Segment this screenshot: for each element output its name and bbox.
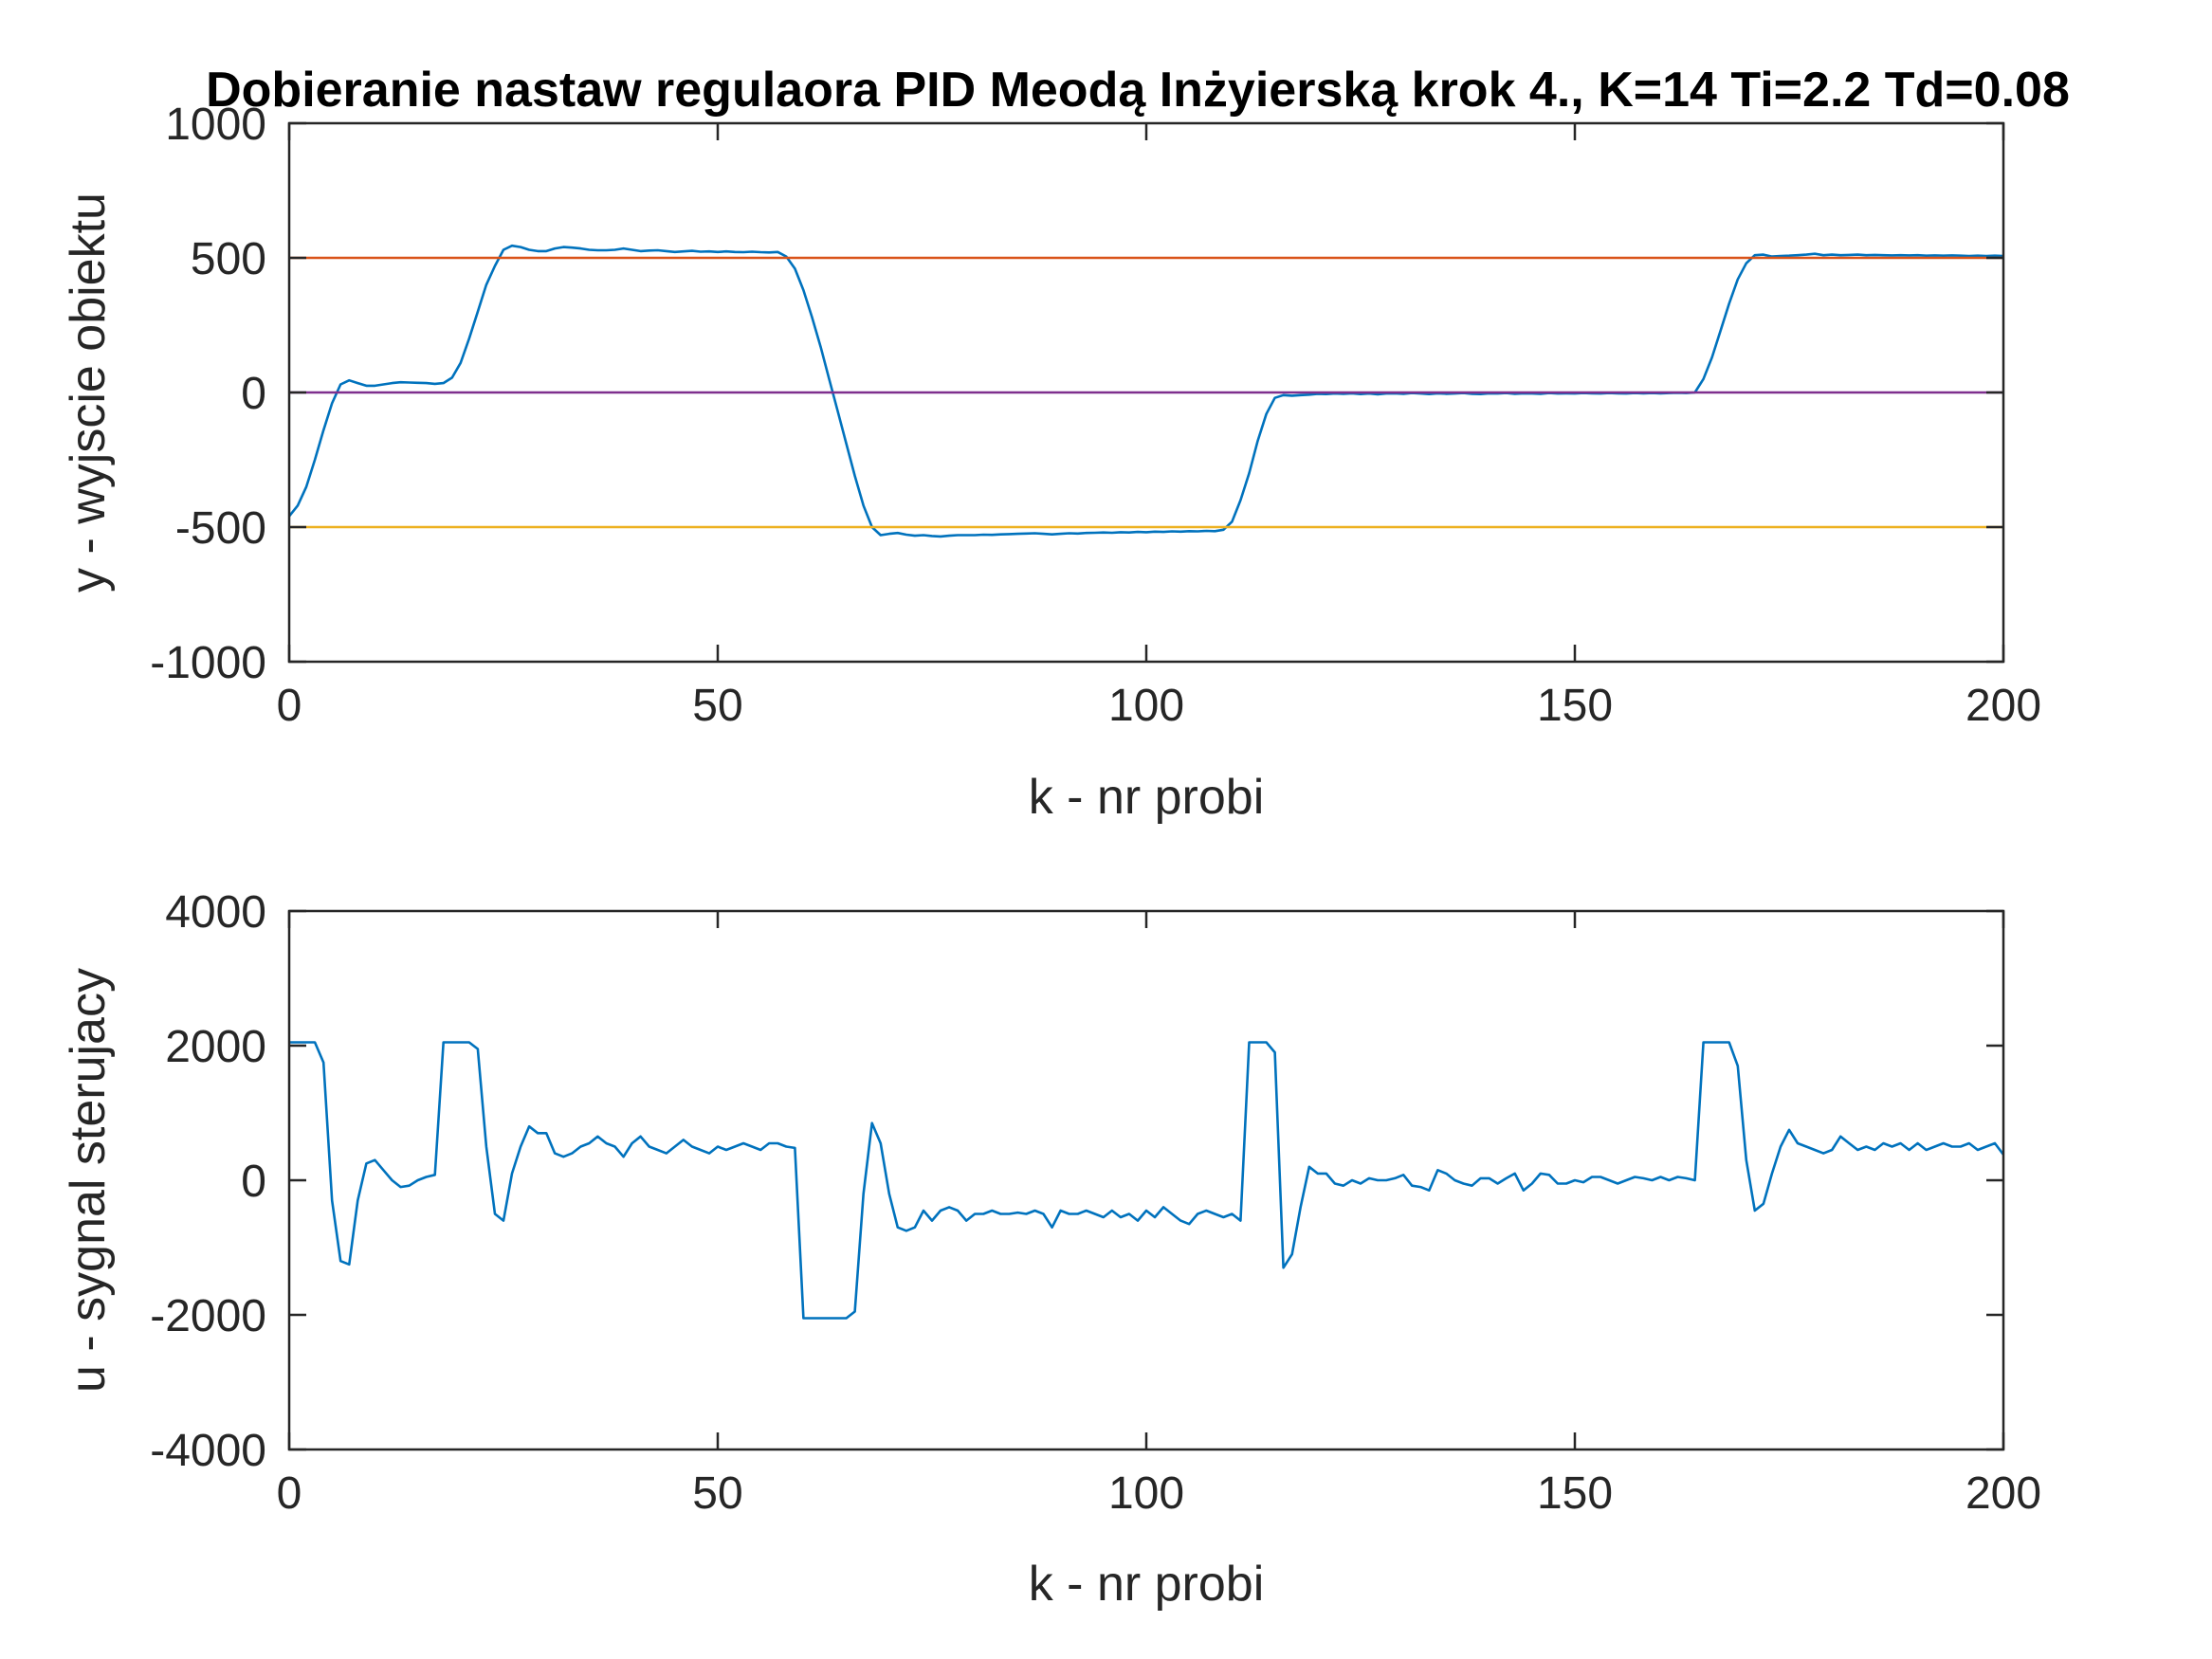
top-y-tick-label: 1000: [165, 100, 266, 150]
bottom-x-tick-label: 0: [277, 1468, 302, 1519]
bottom-x-tick-label: 200: [1965, 1468, 2041, 1519]
bottom-x-tick-label: 100: [1108, 1468, 1184, 1519]
top-ticks-layer: 0 50 100 150 200 -1000 -500 0 500 1000: [150, 100, 2041, 731]
bottom-x-tick-label: 50: [692, 1468, 742, 1519]
top-y-tick-label: 0: [241, 369, 266, 419]
top-y-axis-label: y - wyjscie obiektu: [61, 192, 116, 592]
bottom-y-tick-label: 0: [241, 1157, 266, 1207]
top-subplot: 0 50 100 150 200 -1000 -500 0 500 1000 k - nr pro…: [61, 100, 2041, 825]
top-series-layer: [287, 244, 2004, 538]
top-x-tick-label: 0: [277, 681, 302, 731]
bottom-series-line-0: [289, 1041, 2005, 1320]
top-y-tick-label: -500: [175, 503, 266, 554]
chart-title: Dobieranie nastaw regulaora PID Meodą In…: [206, 63, 2070, 118]
top-x-tick-label: 100: [1108, 681, 1184, 731]
bottom-series-layer: [289, 1041, 2005, 1320]
bottom-y-tick-label: -4000: [150, 1426, 266, 1476]
bottom-x-tick-label: 150: [1537, 1468, 1613, 1519]
top-x-tick-label: 150: [1537, 681, 1613, 731]
top-x-tick-label: 50: [692, 681, 742, 731]
bottom-y-axis-label: u - sygnal sterujacy: [61, 968, 116, 1393]
top-series-line-0: [287, 244, 2004, 538]
top-x-tick-label: 200: [1965, 681, 2041, 731]
bottom-ticks-layer: 0 50 100 150 200 -4000 -2000 0 2000 4000: [150, 887, 2041, 1519]
bottom-y-tick-label: -2000: [150, 1291, 266, 1341]
bottom-y-tick-label: 4000: [165, 887, 266, 938]
top-y-tick-label: 500: [191, 234, 266, 284]
bottom-y-tick-label: 2000: [165, 1022, 266, 1072]
top-y-tick-label: -1000: [150, 638, 266, 688]
top-x-axis-label: k - nr probi: [1029, 770, 1265, 825]
bottom-subplot: 0 50 100 150 200 -4000 -2000 0 2000 4000 k - nr p…: [61, 887, 2041, 1612]
bottom-x-axis-label: k - nr probi: [1029, 1557, 1265, 1612]
